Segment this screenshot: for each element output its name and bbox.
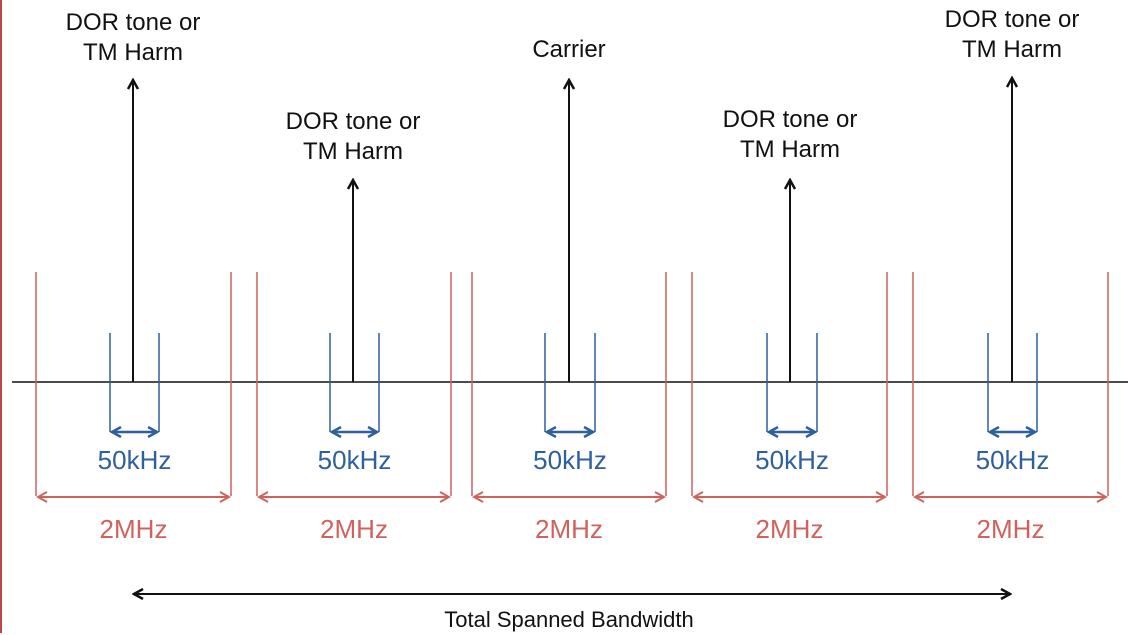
tone-label-line1: DOR tone or [65, 9, 201, 36]
tone-label-line2: TM Harm [303, 138, 403, 165]
tone-label-line1: DOR tone or [285, 108, 421, 135]
tone-label-line2: TM Harm [83, 39, 183, 66]
wide-band-label: 2MHz [535, 514, 603, 544]
tone-label-line2: TM Harm [740, 136, 840, 163]
wide-band-label: 2MHz [976, 514, 1045, 544]
tone-label-line1: DOR tone or [722, 106, 858, 133]
tone-label-line2: TM Harm [962, 36, 1062, 63]
narrow-band-label: 50kHz [97, 445, 172, 475]
left-border-rule [0, 0, 2, 633]
narrow-band-label: 50kHz [533, 445, 607, 475]
carrier-label: Carrier [532, 36, 606, 63]
narrow-band-label: 50kHz [755, 445, 829, 475]
narrow-band-label: 50kHz [975, 445, 1050, 475]
total-span-label: Total Spanned Bandwidth [444, 607, 694, 632]
wide-band-label: 2MHz [755, 514, 824, 544]
wide-band-label: 2MHz [99, 514, 168, 544]
tone-label-line1: DOR tone or [944, 6, 1080, 33]
wide-band-label: 2MHz [320, 514, 388, 544]
narrow-band-label: 50kHz [317, 445, 392, 475]
